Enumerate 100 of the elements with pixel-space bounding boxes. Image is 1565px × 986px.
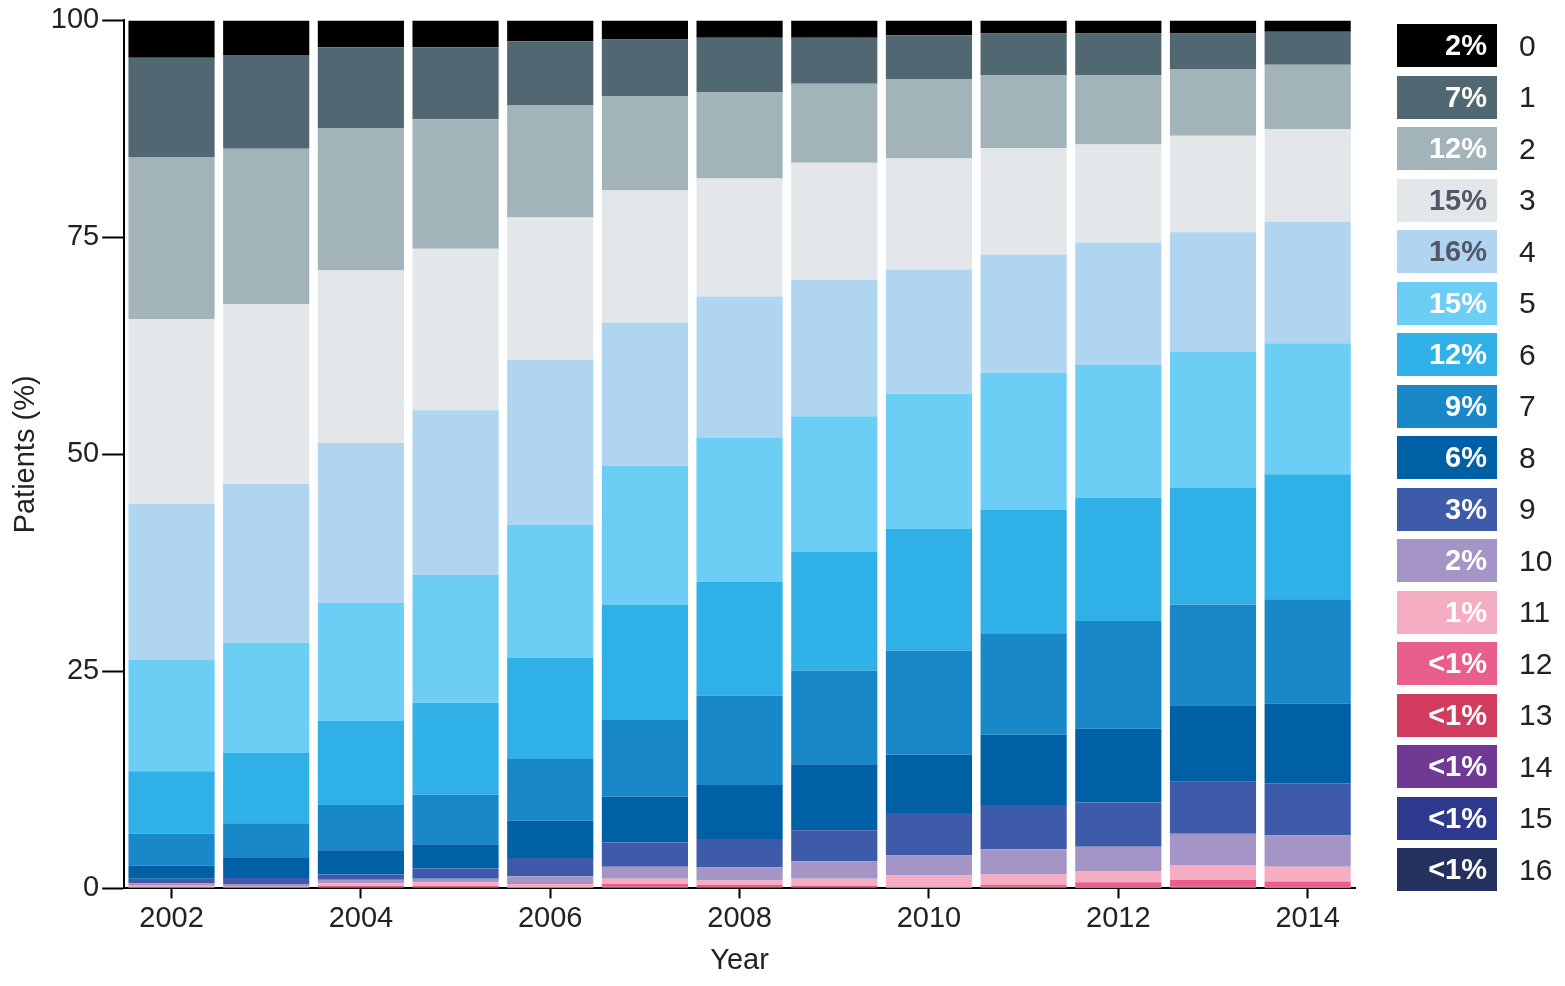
bar [980, 20, 1067, 34]
bar [412, 794, 499, 845]
y-tick-label: 75 [66, 219, 100, 252]
bar [128, 771, 215, 834]
bar [1169, 351, 1257, 488]
bar [1169, 135, 1257, 233]
bar [1075, 33, 1162, 76]
x-tick-label: 2012 [1086, 900, 1151, 933]
bar [696, 92, 783, 179]
bar [885, 79, 973, 159]
bar [696, 296, 783, 438]
bar [317, 874, 404, 880]
bar [1169, 232, 1257, 352]
bar [696, 785, 783, 839]
x-axis-title: Year [710, 942, 770, 975]
text: <1% [1397, 745, 1497, 789]
bar [128, 503, 215, 661]
bar [507, 759, 594, 821]
bar [980, 372, 1067, 510]
text: 16% [1397, 230, 1497, 274]
bar [601, 95, 688, 191]
legend-label: 4 [1519, 234, 1536, 269]
bar [1169, 833, 1257, 865]
bar [128, 878, 215, 884]
legend-label: 0 [1519, 28, 1536, 63]
legend-label: 5 [1519, 286, 1536, 321]
bar [507, 657, 594, 760]
bar [317, 47, 404, 129]
bar [223, 304, 310, 484]
bar [1264, 64, 1351, 129]
bar [1075, 20, 1162, 34]
bar [885, 855, 973, 876]
bar [223, 148, 310, 305]
bar [791, 861, 878, 879]
legend-label: 11 [1519, 595, 1551, 630]
bar [885, 754, 973, 813]
y-tick-label: 100 [50, 2, 100, 35]
bar [980, 734, 1067, 806]
x-tick-label: 2010 [896, 900, 962, 933]
bar [1169, 604, 1257, 706]
bar [1264, 835, 1351, 867]
bar [601, 604, 688, 721]
bar [223, 877, 310, 885]
legend-label: 9 [1519, 492, 1536, 527]
bar [317, 602, 404, 721]
text: 12% [1397, 333, 1497, 377]
bar [1075, 882, 1162, 888]
bar [1075, 846, 1162, 872]
bar [791, 162, 878, 280]
bar [1169, 487, 1257, 605]
bar [980, 633, 1067, 735]
text: 6% [1397, 436, 1497, 480]
bar [980, 509, 1067, 634]
bar [791, 670, 878, 765]
bar [223, 752, 310, 824]
y-tick-label: 25 [66, 653, 100, 686]
text: 3% [1397, 487, 1497, 531]
bar [1169, 69, 1257, 136]
bar [128, 865, 215, 879]
bar [1169, 781, 1257, 834]
bar [696, 178, 783, 297]
legend-label: 3 [1519, 183, 1536, 218]
bar [1264, 703, 1351, 784]
bar [1075, 871, 1162, 883]
bar [791, 20, 878, 38]
bar [412, 20, 499, 48]
bar [1075, 621, 1162, 729]
legend-label: 6 [1519, 337, 1536, 372]
bar [412, 868, 499, 879]
bar [317, 270, 404, 444]
bar [412, 47, 499, 120]
bar [791, 416, 878, 552]
bar [317, 720, 404, 806]
bar [1264, 343, 1351, 475]
text: <1% [1397, 796, 1497, 840]
bar [696, 37, 783, 93]
y-tick-label: 0 [83, 870, 100, 903]
bar [507, 858, 594, 877]
bar [128, 20, 215, 58]
bar [980, 849, 1067, 875]
bar [128, 57, 215, 158]
bar [1264, 31, 1351, 65]
bar [412, 702, 499, 795]
bar [791, 37, 878, 84]
y-tick-label: 50 [66, 436, 100, 469]
bar [1075, 728, 1162, 803]
legend-label: 10 [1519, 543, 1553, 578]
bar [507, 359, 594, 525]
bar [317, 20, 404, 48]
bar [791, 830, 878, 862]
bar [885, 529, 973, 651]
legend-label: 1 [1519, 80, 1536, 115]
bar [128, 833, 215, 866]
bar [1075, 144, 1162, 243]
legend-label: 2 [1519, 131, 1536, 166]
bar [223, 483, 310, 643]
bar [791, 279, 878, 417]
bar [791, 878, 878, 886]
bar [412, 575, 499, 703]
bar [317, 128, 404, 271]
